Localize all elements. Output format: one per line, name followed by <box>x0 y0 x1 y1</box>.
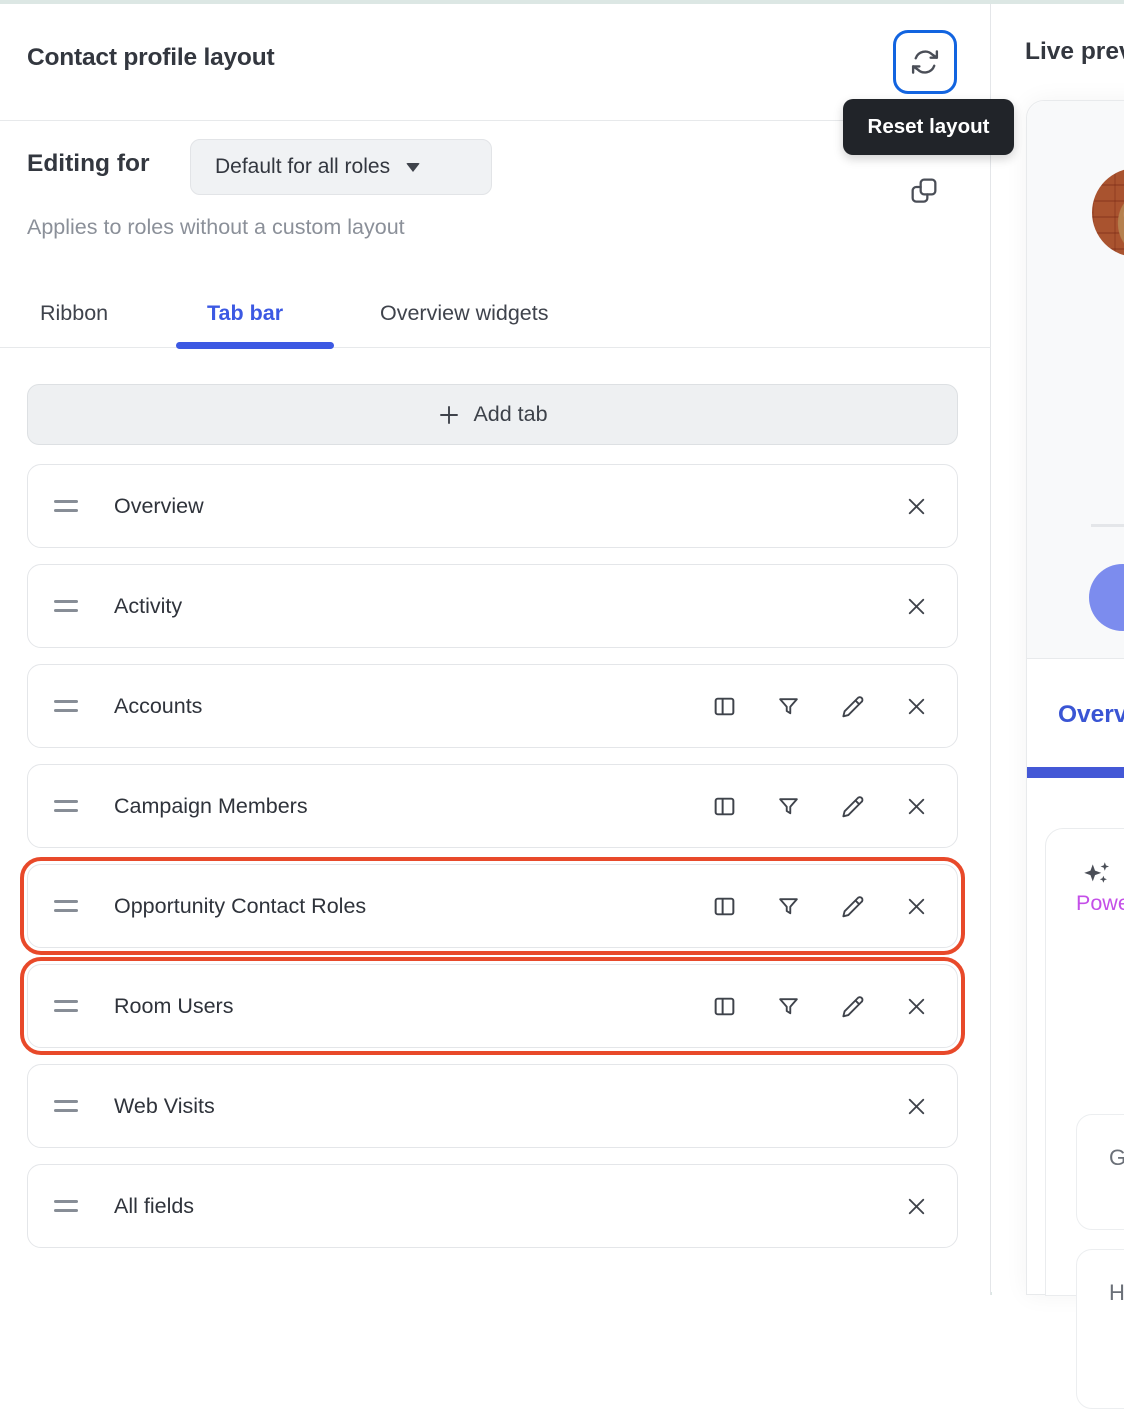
tab-row[interactable]: Activity <box>27 564 958 648</box>
filter-icon[interactable] <box>775 793 801 819</box>
tab-row[interactable]: Opportunity Contact Roles <box>20 857 965 955</box>
tab-row-label: All fields <box>114 1193 195 1218</box>
drag-handle-icon[interactable] <box>54 1000 80 1012</box>
columns-icon[interactable] <box>711 693 737 719</box>
editing-description: Applies to roles without a custom layout <box>27 215 405 239</box>
role-selector-dropdown[interactable]: Default for all roles <box>190 139 492 195</box>
close-icon[interactable] <box>903 993 929 1019</box>
layout-editor-panel: Contact profile layout Editing for Defau… <box>0 4 991 1295</box>
tab-row[interactable]: Web Visits <box>27 1064 958 1148</box>
filter-icon[interactable] <box>775 993 801 1019</box>
close-icon[interactable] <box>903 893 929 919</box>
drag-handle-icon[interactable] <box>54 600 80 612</box>
tab-row[interactable]: Campaign Members <box>27 764 958 848</box>
plus-icon <box>437 403 461 427</box>
header-divider <box>0 120 991 121</box>
copy-layout-button[interactable] <box>905 172 943 210</box>
preview-separator <box>1091 524 1124 527</box>
preview-field-label: Gi <box>1109 1145 1124 1170</box>
tabs-divider <box>0 347 991 348</box>
preview-hero-section <box>1027 101 1124 659</box>
edit-icon[interactable] <box>839 893 865 919</box>
tab-ribbon[interactable]: Ribbon <box>40 301 109 325</box>
preview-tab-overview[interactable]: Overview <box>1058 701 1124 728</box>
add-tab-label: Add tab <box>473 402 548 426</box>
role-selector-value: Default for all roles <box>215 155 391 178</box>
avatar <box>1092 168 1124 257</box>
drag-handle-icon[interactable] <box>54 1100 80 1112</box>
tab-row-actions <box>711 993 929 1019</box>
drag-handle-icon[interactable] <box>54 500 80 512</box>
tab-row[interactable]: Overview <box>27 464 958 548</box>
preview-field-label: H <box>1109 1280 1124 1305</box>
close-icon[interactable] <box>903 693 929 719</box>
reset-layout-tooltip: Reset layout <box>843 99 1014 155</box>
drag-handle-icon[interactable] <box>54 800 80 812</box>
columns-icon[interactable] <box>711 793 737 819</box>
tab-row-label: Activity <box>114 593 183 618</box>
columns-icon[interactable] <box>711 893 737 919</box>
tab-tab-bar[interactable]: Tab bar <box>207 301 284 325</box>
tab-row-label: Overview <box>114 493 204 518</box>
tab-row-actions <box>711 793 929 819</box>
close-icon[interactable] <box>903 1093 929 1119</box>
tab-row-actions <box>711 693 929 719</box>
add-tab-button[interactable]: Add tab <box>27 384 958 445</box>
tab-row[interactable]: Room Users <box>20 957 965 1055</box>
tab-row-label: Room Users <box>114 993 234 1018</box>
close-icon[interactable] <box>903 793 929 819</box>
active-tab-underline <box>176 342 334 349</box>
close-icon[interactable] <box>903 593 929 619</box>
tab-row-label: Campaign Members <box>114 793 308 818</box>
refresh-icon <box>910 47 940 77</box>
close-icon[interactable] <box>903 493 929 519</box>
tab-row-actions <box>903 1193 929 1219</box>
tab-row-label: Opportunity Contact Roles <box>114 893 367 918</box>
live-preview-title: Live preview <box>1025 38 1124 65</box>
drag-handle-icon[interactable] <box>54 1200 80 1212</box>
tab-row-actions <box>711 893 929 919</box>
preview-tab-bar: Overview <box>1027 659 1124 791</box>
tab-overview-widgets[interactable]: Overview widgets <box>380 301 549 325</box>
drag-handle-icon[interactable] <box>54 900 80 912</box>
copy-icon <box>908 175 940 207</box>
edit-icon[interactable] <box>839 993 865 1019</box>
page-background-top-strip <box>0 0 1124 4</box>
live-preview-card: Overview Powe Gi H <box>1026 100 1124 1409</box>
edit-icon[interactable] <box>839 693 865 719</box>
preview-ai-widget-label: Powe <box>1076 891 1124 915</box>
filter-icon[interactable] <box>775 893 801 919</box>
drag-handle-icon[interactable] <box>54 700 80 712</box>
filter-icon[interactable] <box>775 693 801 719</box>
preview-field-card: Gi <box>1076 1114 1124 1230</box>
preview-ai-widget-card: Powe Gi H <box>1045 828 1124 1409</box>
live-preview-panel: Live preview Overview Powe Gi <box>992 4 1124 1409</box>
preview-field-card: H <box>1076 1249 1124 1409</box>
tab-row-label: Web Visits <box>114 1093 215 1118</box>
sparkles-icon <box>1080 858 1114 892</box>
preview-action-circle-button[interactable] <box>1089 564 1124 631</box>
tab-row[interactable]: Accounts <box>27 664 958 748</box>
edit-icon[interactable] <box>839 793 865 819</box>
columns-icon[interactable] <box>711 993 737 1019</box>
preview-active-tab-underline <box>1027 767 1124 778</box>
chevron-down-icon <box>406 162 421 172</box>
tab-row-actions <box>903 1093 929 1119</box>
tab-row-actions <box>903 493 929 519</box>
tab-row-label: Accounts <box>114 693 203 718</box>
editing-for-label: Editing for <box>27 150 150 177</box>
close-icon[interactable] <box>903 1193 929 1219</box>
page-title: Contact profile layout <box>27 44 275 71</box>
reset-layout-button[interactable] <box>893 30 957 94</box>
tab-row[interactable]: All fields <box>27 1164 958 1248</box>
tab-row-actions <box>903 593 929 619</box>
